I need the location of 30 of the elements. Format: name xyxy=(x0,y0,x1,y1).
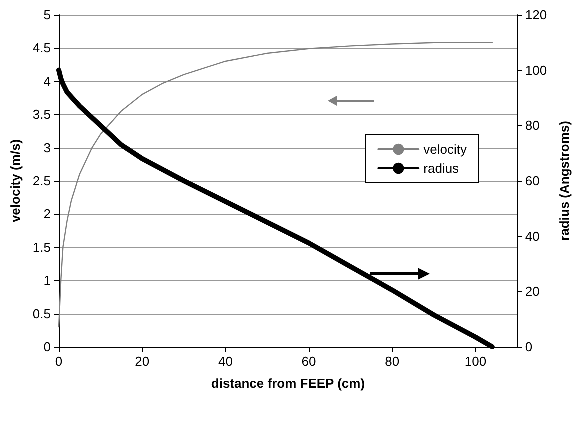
x-tick-label: 80 xyxy=(385,354,400,369)
y-tick-label: 5 xyxy=(44,8,51,22)
y-tick-label: 2 xyxy=(44,206,51,222)
y-tick-label: 2.5 xyxy=(32,174,51,188)
y-tick-label: 4 xyxy=(44,74,51,89)
x-axis-title: distance from FEEP (cm) xyxy=(211,376,366,391)
y2-tick-label: 120 xyxy=(525,8,548,22)
y-tick-label: 0.5 xyxy=(32,306,51,322)
y-tick-label: 3 xyxy=(44,140,51,156)
y-axis-title: velocity (m/s) xyxy=(8,139,24,223)
x-tick-label: 40 xyxy=(218,354,233,369)
x-tick-label: 20 xyxy=(135,354,150,369)
legend-label: radius xyxy=(424,161,460,176)
line-series xyxy=(58,42,494,328)
legend-label: velocity xyxy=(424,142,468,157)
y-tick-label: 0 xyxy=(44,340,51,354)
y2-tick-label: 60 xyxy=(525,174,540,188)
x-tick-label: 100 xyxy=(464,354,487,369)
y2-tick-label: 40 xyxy=(525,228,540,244)
y-tick-label: 1.5 xyxy=(32,240,51,255)
y-tick-label: 3.5 xyxy=(32,107,51,122)
y2-tick-label: 80 xyxy=(525,118,540,134)
x-tick-label: 60 xyxy=(302,354,316,369)
y2-tick-label: 100 xyxy=(525,62,548,78)
x-tick-label: 0 xyxy=(55,354,63,369)
y2-tick-label: 20 xyxy=(525,284,540,300)
y-tick-label: 4.5 xyxy=(32,40,51,56)
y-tick-label: 1 xyxy=(44,273,51,288)
y2-tick-label: 0 xyxy=(525,340,533,354)
y2-axis-title: radius (Angstroms) xyxy=(557,121,572,241)
